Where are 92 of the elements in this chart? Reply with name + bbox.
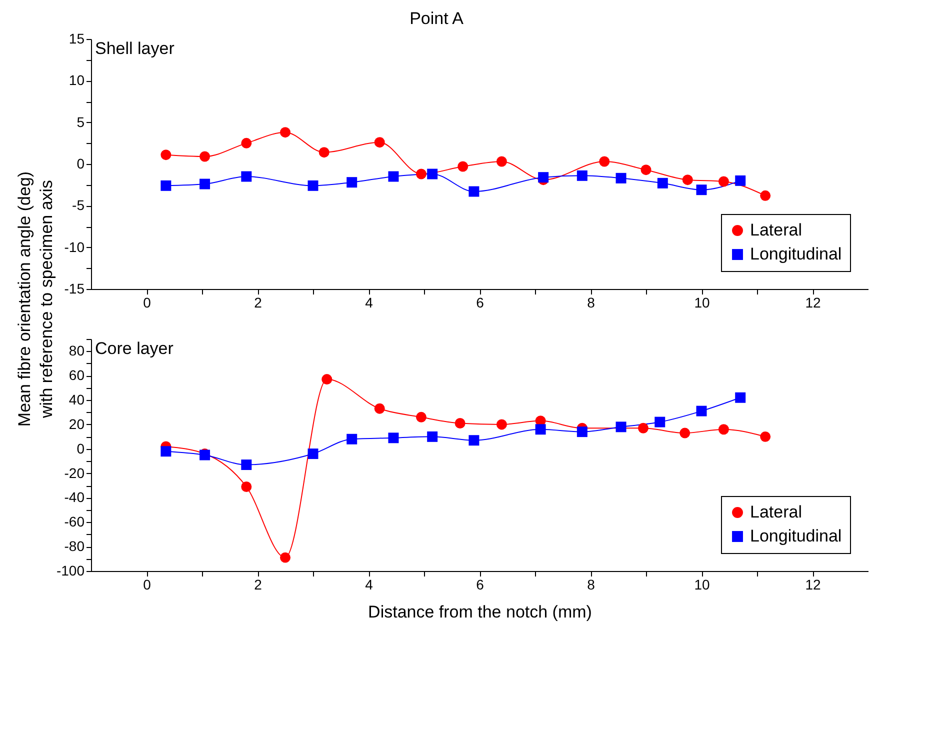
y-tick-label: 5 bbox=[76, 114, 85, 130]
point bbox=[241, 138, 252, 148]
point bbox=[200, 178, 210, 190]
x-axis-title: Distance from the notch (mm) bbox=[368, 602, 592, 622]
x-tick-label: 8 bbox=[587, 294, 596, 310]
y-tick-label: 20 bbox=[68, 416, 85, 432]
point bbox=[576, 426, 588, 438]
y-tick-label: 60 bbox=[68, 367, 85, 384]
point bbox=[735, 175, 746, 186]
point bbox=[696, 184, 707, 196]
y-tick-label: 15 bbox=[68, 30, 85, 46]
point bbox=[280, 127, 290, 138]
x-tick-label: 8 bbox=[587, 576, 596, 592]
point bbox=[468, 186, 480, 197]
point bbox=[241, 460, 252, 470]
point bbox=[308, 448, 318, 460]
x-tick-label: 4 bbox=[365, 576, 374, 592]
x-tick-label: 2 bbox=[254, 294, 262, 310]
legend-label: Longitudinal bbox=[750, 526, 842, 546]
x-tick-label: 2 bbox=[254, 576, 262, 592]
x-tick-label: 10 bbox=[694, 576, 710, 592]
point bbox=[374, 137, 385, 148]
legend-label: Longitudinal bbox=[750, 244, 842, 264]
point bbox=[638, 422, 648, 434]
y-tick-label: 0 bbox=[76, 156, 85, 172]
point bbox=[200, 151, 210, 162]
point bbox=[735, 392, 746, 403]
point bbox=[458, 161, 468, 172]
y-tick-label: 10 bbox=[68, 72, 85, 88]
point bbox=[682, 174, 693, 186]
x-tick-label: 12 bbox=[805, 294, 821, 310]
point bbox=[318, 147, 330, 158]
point bbox=[374, 403, 385, 414]
point bbox=[160, 150, 172, 160]
point bbox=[346, 177, 358, 188]
point bbox=[427, 168, 438, 180]
point bbox=[654, 416, 666, 428]
point bbox=[468, 435, 480, 446]
point bbox=[599, 156, 610, 167]
x-tick-label: 10 bbox=[694, 294, 710, 310]
x-tick-label: 12 bbox=[805, 576, 821, 592]
point bbox=[322, 374, 332, 385]
y-tick-label: -5 bbox=[72, 197, 85, 214]
y-tick-label: -60 bbox=[64, 514, 85, 530]
point bbox=[241, 171, 252, 182]
point bbox=[241, 482, 252, 492]
point bbox=[160, 180, 172, 191]
x-tick-label: 6 bbox=[476, 576, 484, 592]
annotation: Core layer bbox=[95, 339, 174, 358]
point bbox=[616, 422, 626, 432]
y-tick-label: 80 bbox=[68, 342, 85, 359]
y-tick-label: -10 bbox=[64, 238, 85, 255]
legend-label: Lateral bbox=[750, 220, 802, 240]
point bbox=[760, 431, 771, 442]
annotation: Shell layer bbox=[95, 39, 175, 58]
y-tick-label: -15 bbox=[64, 280, 85, 296]
point bbox=[388, 171, 399, 182]
legend-label: Lateral bbox=[750, 502, 802, 522]
point bbox=[616, 172, 626, 184]
y-axis-title: Mean fibre orientation angle (deg) with reference to specimen axis bbox=[15, 171, 56, 427]
point bbox=[496, 156, 507, 167]
y-tick-label: -20 bbox=[64, 464, 85, 481]
x-tick-label: 0 bbox=[143, 576, 152, 592]
point bbox=[280, 552, 290, 563]
x-tick-label: 4 bbox=[365, 294, 374, 310]
point bbox=[760, 190, 771, 201]
point bbox=[427, 431, 438, 442]
y-tick-label: -40 bbox=[64, 489, 85, 506]
point bbox=[346, 434, 358, 444]
point bbox=[535, 424, 546, 435]
point bbox=[160, 446, 172, 457]
point bbox=[640, 164, 652, 176]
x-tick-label: 6 bbox=[476, 294, 484, 310]
point bbox=[538, 172, 549, 183]
y-tick-label: 0 bbox=[76, 440, 85, 456]
point bbox=[308, 180, 318, 191]
point bbox=[680, 428, 690, 438]
point bbox=[718, 176, 729, 187]
y-tick-label: -80 bbox=[64, 538, 85, 554]
point bbox=[576, 170, 588, 181]
point bbox=[388, 432, 399, 444]
point bbox=[696, 406, 707, 416]
y-tick-label: 40 bbox=[68, 392, 85, 408]
point bbox=[496, 419, 507, 430]
point bbox=[416, 412, 426, 422]
chart-title: Point A bbox=[410, 9, 464, 28]
point bbox=[718, 424, 729, 435]
point bbox=[657, 178, 668, 188]
point bbox=[454, 418, 466, 428]
y-tick-label: -100 bbox=[56, 562, 85, 578]
x-tick-label: 0 bbox=[143, 294, 152, 310]
point bbox=[416, 168, 426, 180]
